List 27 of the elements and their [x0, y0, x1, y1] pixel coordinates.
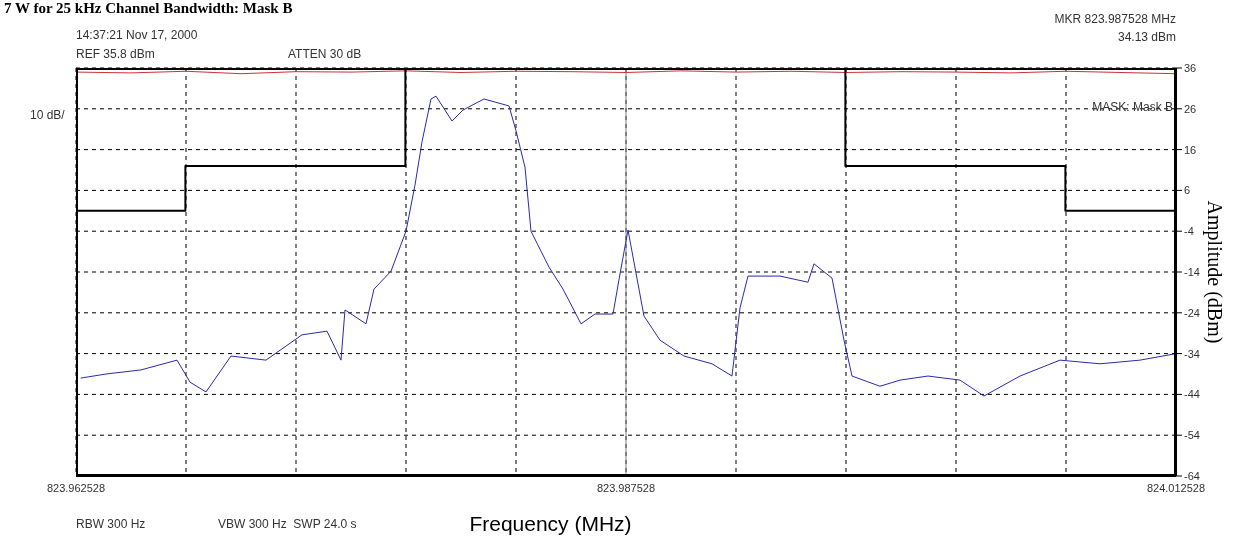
y-tick-label: 26: [1184, 102, 1197, 115]
line-series: [80, 95, 1175, 397]
y-tick-label: -4: [1184, 225, 1194, 238]
text: REF 35.8 dBm: [76, 47, 155, 61]
y-tick-label: -14: [1184, 265, 1200, 278]
x-tick-label: 824.012528: [1146, 481, 1206, 494]
y-tick-label: -64: [1184, 469, 1200, 482]
text: 14:37:21 Nov 17, 2000: [76, 28, 198, 42]
annotation: MASK: Mask B: [1092, 100, 1173, 114]
text: MKR 823.987528 MHz: [1054, 12, 1176, 26]
y-tick-label: 36: [1184, 61, 1197, 74]
y-tick-label: -44: [1184, 388, 1200, 401]
y-tick-label: -24: [1184, 306, 1200, 319]
text: 10 dB/: [30, 108, 65, 122]
y-tick-label: 6: [1184, 184, 1191, 197]
text: RBW 300 Hz: [76, 517, 146, 531]
chart-title: 7 W for 25 kHz Channel Bandwidth: Mask B: [4, 0, 293, 17]
text: ATTEN 30 dB: [288, 47, 362, 61]
y-axis-title: Amplitude (dBm): [1202, 200, 1226, 344]
x-axis-title: Frequency (MHz): [469, 512, 632, 535]
text: 34.13 dBm: [1117, 30, 1176, 44]
y-tick-label: 16: [1184, 143, 1197, 156]
text: VBW 300 Hz SWP 24.0 s: [218, 517, 357, 531]
y-tick-label: -54: [1184, 429, 1200, 442]
x-tick-label: 823.962528: [46, 481, 106, 494]
y-tick-label: -34: [1184, 347, 1200, 360]
x-tick-label: 823.987528: [596, 481, 656, 494]
